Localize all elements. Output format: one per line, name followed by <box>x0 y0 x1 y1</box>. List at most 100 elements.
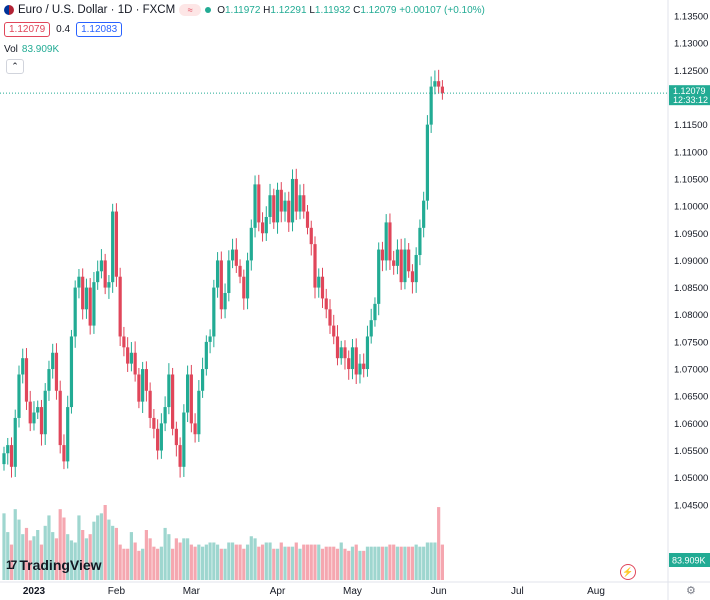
y-tick-label: 1.11000 <box>674 147 708 158</box>
x-tick-label: May <box>343 586 362 597</box>
volume-bar <box>305 544 310 580</box>
volume-bar <box>204 544 208 580</box>
volume-bar <box>28 540 32 580</box>
volume-bar <box>122 548 126 580</box>
volume-bar <box>433 542 437 580</box>
volume-bar <box>69 540 74 580</box>
candle-body <box>242 276 246 299</box>
volume-bar <box>410 546 415 580</box>
volume-bar <box>440 544 444 580</box>
volume-bar <box>407 546 411 580</box>
candle-body <box>21 358 25 375</box>
tradingview-logo[interactable]: 17 TradingView <box>6 557 102 573</box>
volume-bar <box>219 548 223 580</box>
volume-bar <box>84 538 89 580</box>
volume-bar <box>320 548 325 580</box>
candle-body <box>219 260 223 310</box>
candle-body <box>290 178 295 223</box>
symbol-title[interactable]: Euro / U.S. Dollar · 1D · FXCM <box>18 4 176 16</box>
y-tick-label: 1.07500 <box>674 337 708 348</box>
volume-bar <box>58 509 62 580</box>
price-tag-countdown: 12:33:12 <box>673 95 708 105</box>
x-tick-label: Feb <box>108 586 126 597</box>
volume-bar <box>403 546 407 580</box>
candle-body <box>317 276 321 288</box>
candle-body <box>2 453 6 465</box>
volume-bar <box>249 536 253 580</box>
candle-body <box>208 336 212 342</box>
flag-icon <box>4 5 14 15</box>
volume-bar <box>107 519 111 580</box>
candle-body <box>302 195 306 212</box>
volume-bar <box>54 538 59 580</box>
volume-bar <box>148 538 152 580</box>
candle-body <box>189 374 193 424</box>
candle-body <box>249 227 253 261</box>
candle-body <box>388 222 392 261</box>
volume-bar <box>437 507 441 580</box>
candle-body <box>253 184 257 228</box>
volume-bar <box>21 534 25 580</box>
y-tick-label: 1.05000 <box>674 473 708 484</box>
volume-bar <box>141 548 145 580</box>
volume-bar <box>328 546 332 580</box>
candle-body <box>332 325 336 337</box>
candle-body <box>156 428 160 451</box>
candle-body <box>309 227 313 245</box>
x-tick-label: Mar <box>183 586 201 597</box>
candle-body <box>118 276 122 337</box>
volume-bar <box>324 546 328 580</box>
volume-bar <box>133 542 137 580</box>
y-tick-label: 1.12500 <box>674 66 708 77</box>
y-tick-label: 1.08500 <box>674 283 708 294</box>
candle-body <box>298 195 302 212</box>
lightning-icon[interactable]: ⚡ <box>620 564 636 580</box>
volume-bar <box>81 530 85 580</box>
volume-bar <box>358 550 362 580</box>
y-tick-label: 1.09000 <box>674 256 708 267</box>
volume-label: Vol <box>4 44 18 55</box>
high-value: 1.12291 <box>270 4 307 16</box>
volume-bar <box>208 542 212 580</box>
volume-bar <box>111 525 115 580</box>
volume-bar <box>227 542 231 580</box>
high-label: H <box>263 4 271 16</box>
candle-body <box>399 249 403 283</box>
candle-body <box>103 260 107 288</box>
volume-bar <box>96 515 100 580</box>
volume-bar <box>186 538 190 580</box>
candle-body <box>99 260 104 272</box>
volume-bar <box>17 519 21 580</box>
volume-bar <box>369 546 373 580</box>
gear-icon[interactable]: ⚙ <box>686 585 696 597</box>
candle-body <box>354 347 358 375</box>
candle-body <box>182 412 186 467</box>
candle-body <box>384 222 388 261</box>
candle-body <box>350 347 355 370</box>
volume-value: 83.909K <box>21 44 60 55</box>
volume-bar <box>242 548 246 580</box>
sell-button[interactable]: 1.12079 <box>4 22 51 37</box>
candle-body <box>305 211 310 228</box>
candle-body <box>137 374 141 402</box>
candle-body <box>114 211 119 277</box>
volume-bar <box>238 544 242 580</box>
collapse-legend-button[interactable]: ⌃ <box>6 59 24 74</box>
volume-bar <box>347 550 351 580</box>
spread-value: 0.4 <box>56 24 71 35</box>
candle-body <box>163 407 167 424</box>
volume-bar <box>159 546 163 580</box>
volume-bar <box>354 544 358 580</box>
candle-body <box>148 390 152 418</box>
volume-bar <box>163 527 167 580</box>
volume-bar <box>373 546 377 580</box>
volume-bar <box>73 542 77 580</box>
volume-bar <box>189 544 193 580</box>
eye-icon[interactable]: ≈ <box>179 4 202 16</box>
volume-bar <box>253 538 257 580</box>
candle-body <box>264 216 268 234</box>
volume-bar <box>264 542 268 580</box>
buy-button[interactable]: 1.12083 <box>76 22 123 37</box>
